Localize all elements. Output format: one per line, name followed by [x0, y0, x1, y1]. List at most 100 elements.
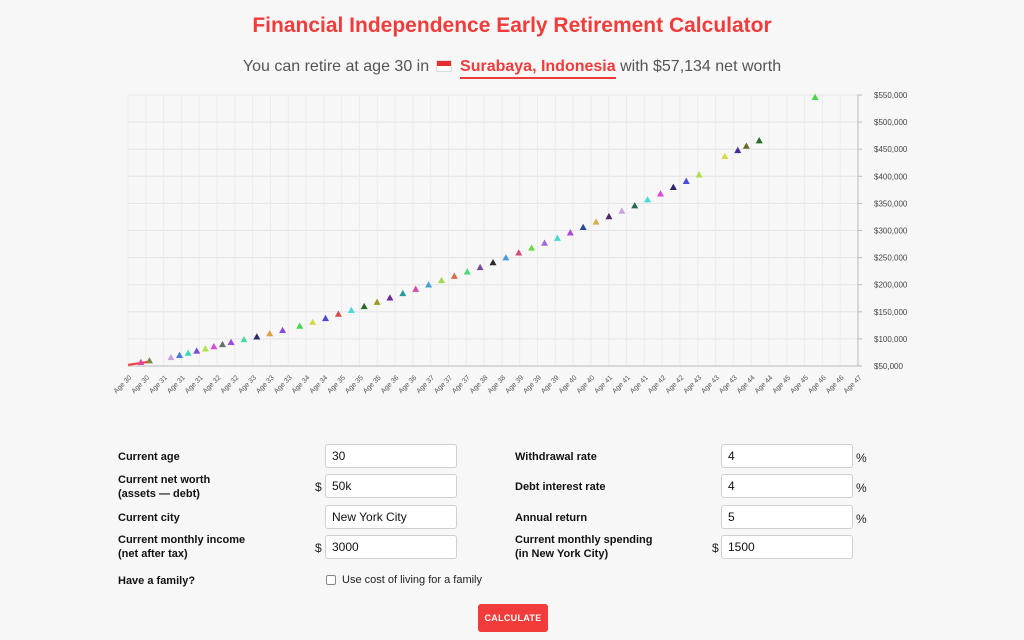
withdrawal-rate-suffix: %: [856, 451, 867, 465]
current-age-input[interactable]: [325, 444, 457, 468]
city-label: Current city: [118, 512, 180, 524]
data-point: [502, 254, 510, 261]
x-tick-label: Age 42: [665, 374, 686, 395]
x-tick-label: Age 38: [469, 374, 490, 395]
data-point: [592, 218, 600, 225]
data-point: [463, 268, 471, 275]
data-point: [811, 93, 819, 100]
data-point: [201, 345, 209, 352]
x-tick-label: Age 43: [718, 374, 739, 395]
data-point: [579, 223, 587, 231]
data-point: [218, 340, 226, 348]
data-point: [631, 202, 639, 209]
indonesia-flag-icon: [435, 60, 452, 72]
net-worth-label-line2: (assets — debt): [118, 488, 200, 500]
data-point: [193, 347, 201, 354]
net-worth-label-line1: Current net worth: [118, 474, 211, 486]
y-tick-label: $250,000: [874, 254, 908, 263]
y-tick-label: $150,000: [874, 308, 908, 317]
data-point: [541, 239, 549, 246]
x-tick-label: Age 39: [504, 374, 525, 395]
data-point: [145, 357, 153, 364]
debt-interest-input[interactable]: [721, 474, 853, 498]
data-point: [176, 351, 184, 358]
x-tick-label: Age 42: [647, 374, 668, 395]
data-point: [605, 212, 613, 220]
family-checkbox-label[interactable]: Use cost of living for a family: [342, 574, 482, 586]
calculate-button[interactable]: CALCULATE: [478, 604, 548, 632]
x-tick-label: Age 31: [166, 374, 187, 395]
data-point: [682, 177, 690, 184]
family-label: Have a family?: [118, 575, 196, 587]
x-tick-label: Age 34: [291, 374, 312, 395]
data-point: [373, 298, 381, 305]
x-tick-label: Age 39: [540, 374, 561, 395]
net-worth-chart: $50,000 $100,000 $150,000 $200,000 $250,000 $…: [113, 91, 908, 395]
x-tick-label: Age 45: [789, 374, 810, 395]
annual-return-input[interactable]: [721, 505, 853, 529]
data-point: [322, 314, 330, 322]
annual-return-suffix: %: [856, 512, 867, 526]
x-tick-label: Age 31: [148, 374, 169, 395]
retirement-summary: You can retire at age 30 in Surabaya, In…: [0, 58, 1024, 79]
data-point: [695, 171, 703, 178]
data-point: [566, 229, 574, 236]
x-tick-label: Age 40: [558, 374, 579, 395]
withdrawal-rate-input[interactable]: [721, 444, 853, 468]
data-point: [476, 263, 484, 271]
data-point: [347, 306, 355, 313]
withdrawal-rate-label: Withdrawal rate: [515, 451, 597, 463]
data-point: [227, 338, 235, 345]
data-point: [437, 276, 445, 284]
city-input[interactable]: [325, 505, 457, 529]
spending-prefix: $: [712, 541, 719, 555]
y-tick-label: $500,000: [874, 118, 908, 127]
page-title: Financial Independence Early Retirement …: [252, 14, 772, 37]
data-point: [755, 137, 763, 144]
x-tick-label: Age 46: [825, 374, 846, 395]
debt-interest-label: Debt interest rate: [515, 481, 606, 493]
annual-return-label: Annual return: [515, 512, 588, 524]
net-worth-label: Current net worth (assets — debt): [118, 473, 210, 501]
x-tick-label: Age 39: [522, 374, 543, 395]
data-point: [184, 349, 192, 356]
data-point: [210, 342, 218, 350]
x-tick-label: Age 33: [237, 374, 258, 395]
x-tick-label: Age 43: [700, 374, 721, 395]
debt-interest-suffix: %: [856, 481, 867, 495]
income-prefix: $: [315, 541, 322, 555]
data-point: [618, 207, 626, 214]
x-tick-label: Age 41: [629, 374, 650, 395]
x-tick-label: Age 36: [398, 374, 419, 395]
income-input[interactable]: [325, 535, 457, 559]
family-checkbox-wrap[interactable]: Use cost of living for a family: [326, 574, 482, 586]
net-worth-input[interactable]: [325, 474, 457, 498]
data-point: [137, 358, 145, 366]
spending-input[interactable]: [721, 535, 853, 559]
data-point: [742, 142, 750, 149]
x-tick-label: Age 43: [683, 374, 704, 395]
y-tick-label: $200,000: [874, 281, 908, 290]
data-point: [334, 310, 342, 317]
spending-label-line2: (in New York City): [515, 548, 609, 560]
y-tick-label: $450,000: [874, 145, 908, 154]
y-tick-label: $550,000: [874, 91, 908, 100]
x-tick-label: Age 37: [433, 374, 454, 395]
spending-label: Current monthly spending (in New York Ci…: [515, 533, 653, 561]
data-point: [399, 289, 407, 297]
data-point: [279, 326, 287, 334]
income-label-line1: Current monthly income: [118, 534, 246, 546]
family-checkbox[interactable]: [326, 575, 336, 585]
data-point: [450, 272, 458, 279]
y-tick-label: $100,000: [874, 335, 908, 344]
data-point: [240, 335, 248, 343]
x-tick-label: Age 37: [451, 374, 472, 395]
x-tick-label: Age 33: [273, 374, 294, 395]
x-tick-label: Age 40: [576, 374, 597, 395]
x-tick-label: Age 35: [326, 374, 347, 395]
data-point: [721, 152, 729, 160]
x-tick-label: Age 38: [487, 374, 508, 395]
city-link[interactable]: Surabaya, Indonesia: [460, 58, 616, 79]
summary-suffix: with $57,134 net worth: [620, 58, 782, 75]
x-tick-label: Age 32: [202, 374, 223, 395]
